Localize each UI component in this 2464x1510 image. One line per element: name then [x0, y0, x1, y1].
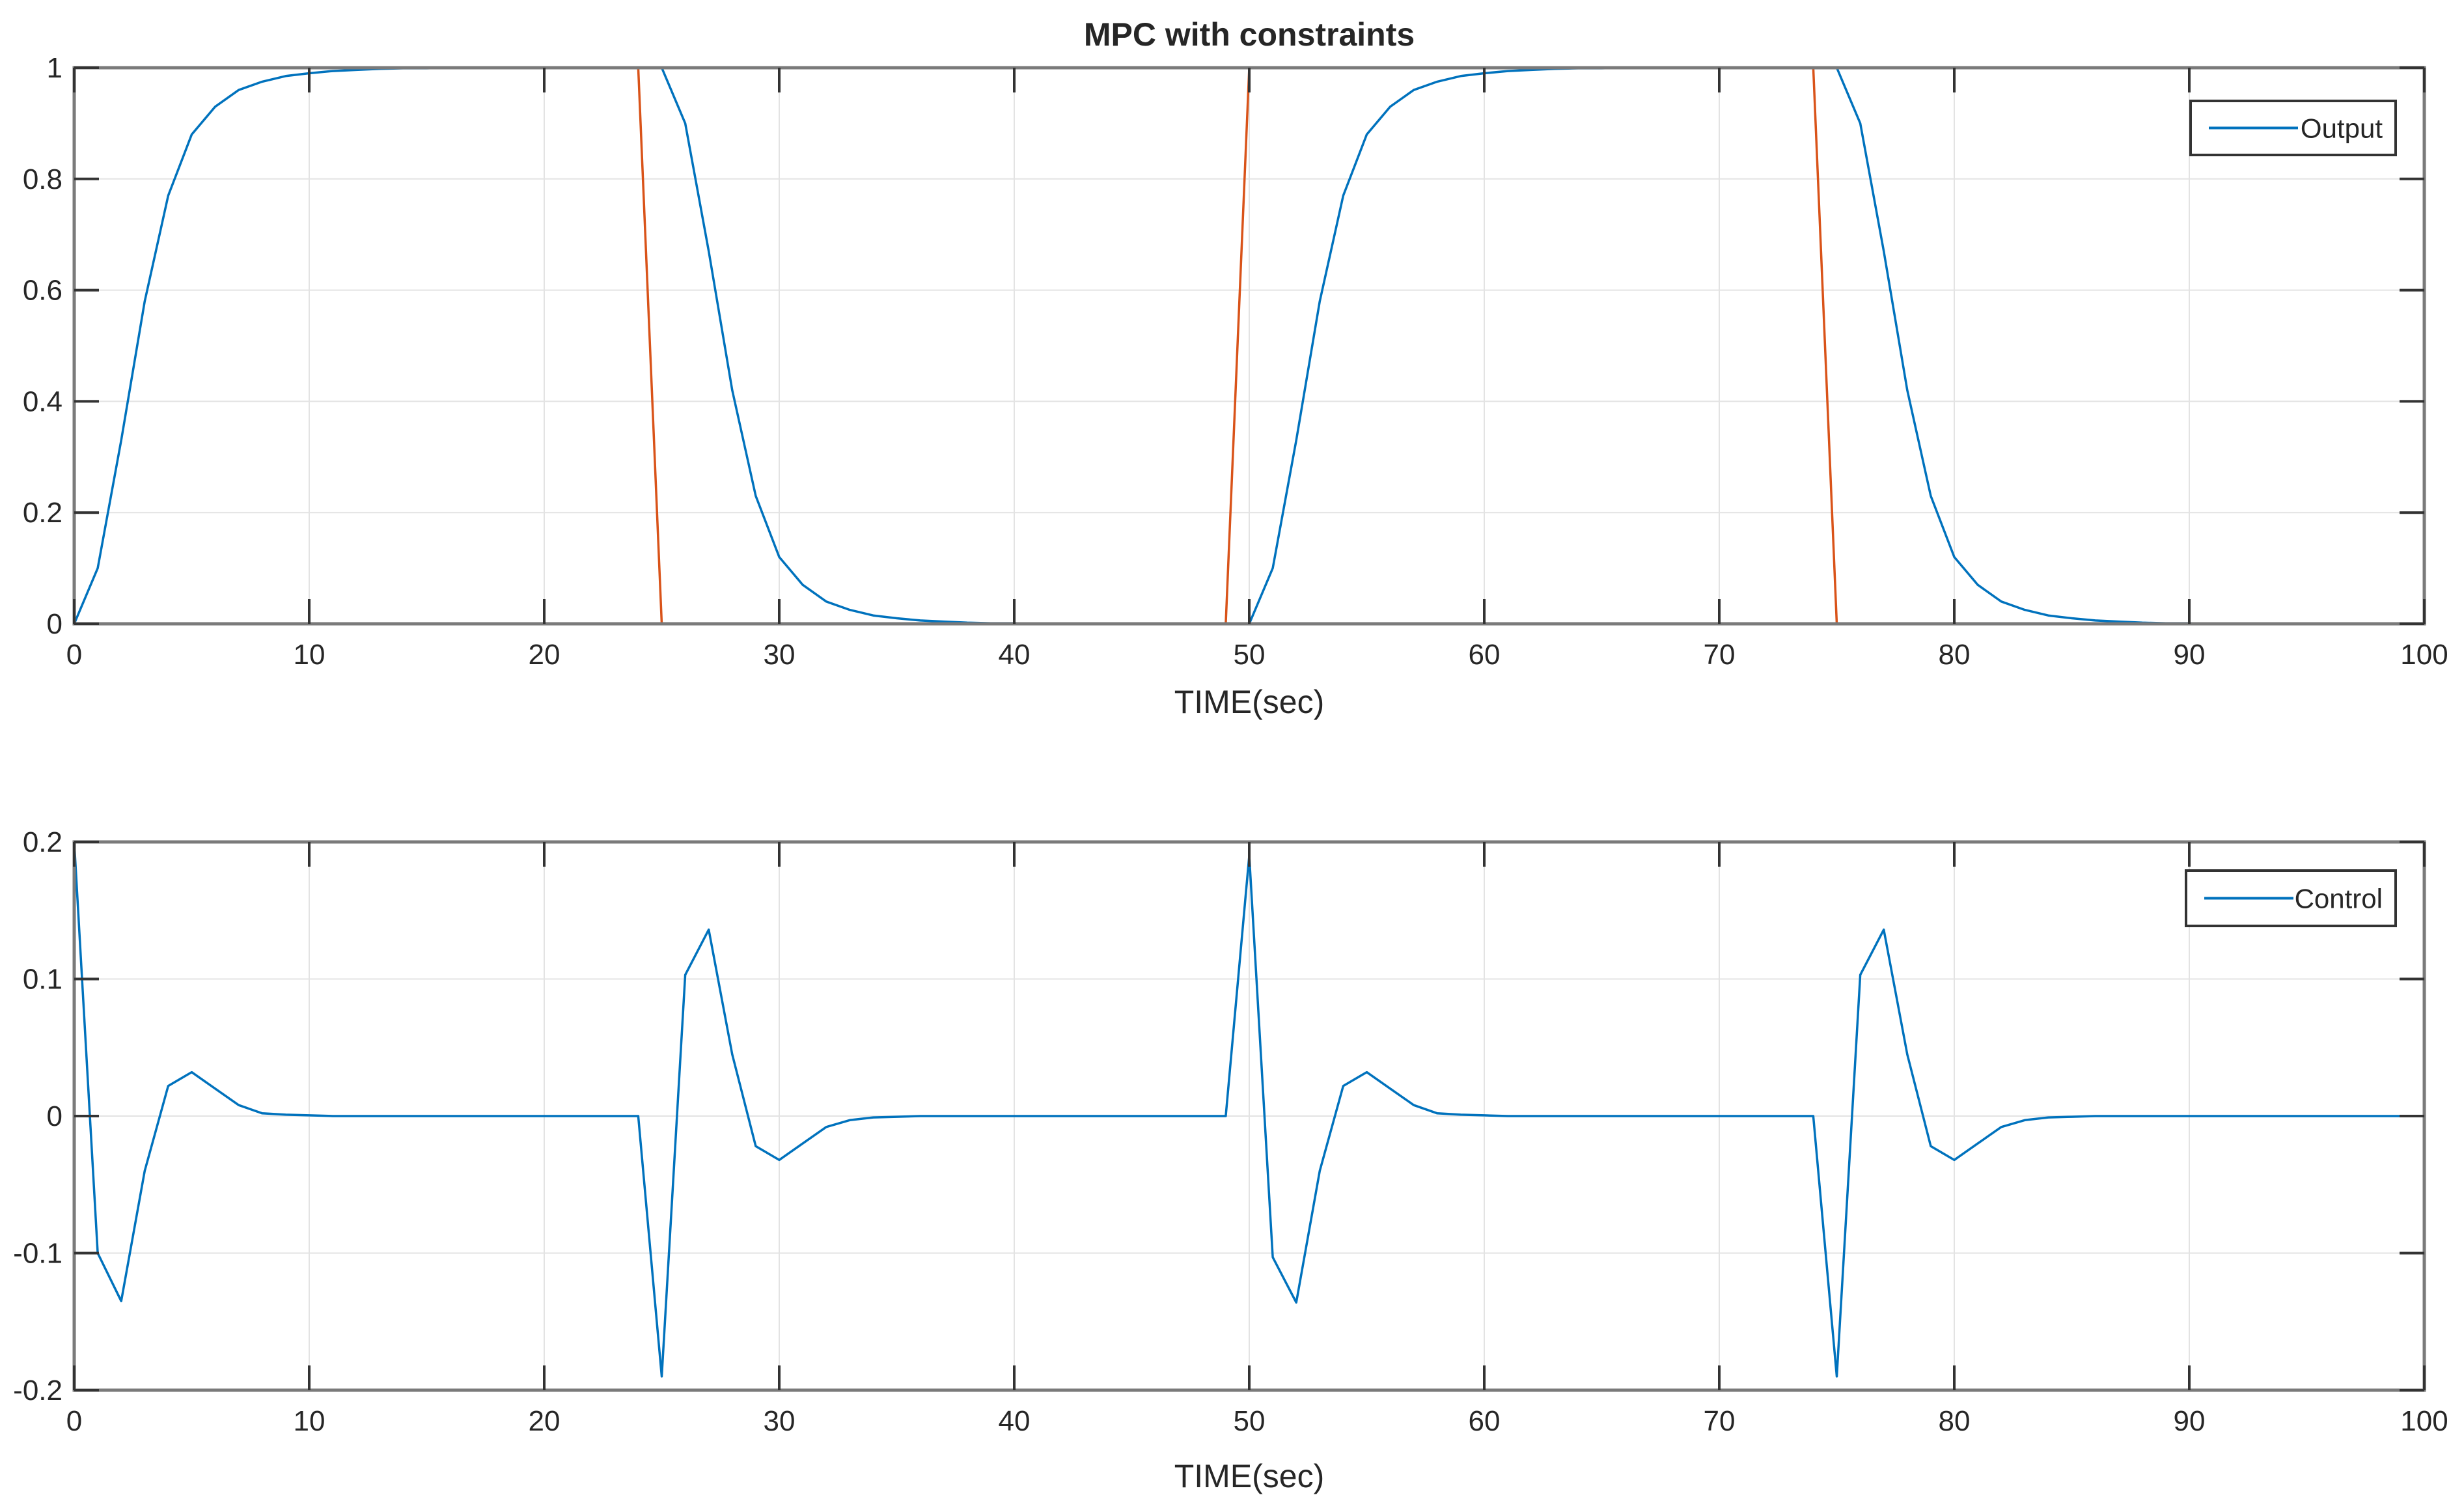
y-tick-label: -0.2: [13, 1375, 62, 1406]
y-tick-label: 0.2: [23, 826, 62, 858]
x-tick-label: 70: [1704, 1405, 1736, 1437]
y-tick-label: 0.1: [23, 964, 62, 996]
axes-2: 0 10 20 30 40 50 60 70 80 90 100 -0.2 -0.1 0 0.1 0.2 TIM…: [13, 826, 2448, 1494]
x-tick-label: 80: [1939, 639, 1971, 671]
y-tick-label: -0.1: [13, 1238, 62, 1270]
x-tick-label: 20: [529, 1405, 561, 1437]
chart-title: MPC with constraints: [1084, 16, 1415, 53]
x-tick-label: 40: [999, 639, 1031, 671]
legend: Output: [2189, 100, 2397, 156]
legend-label: Control: [2295, 884, 2383, 914]
legend: Control: [2185, 869, 2397, 927]
y-tick-label: 0.4: [23, 385, 62, 417]
y-tick-label: 0.2: [23, 497, 62, 529]
x-tick-label: 30: [764, 1405, 796, 1437]
legend-label: Output: [2301, 113, 2383, 144]
y-tick-label: 0: [47, 1100, 62, 1132]
x-tick-label: 60: [1469, 639, 1501, 671]
x-tick-label: 90: [2174, 1405, 2206, 1437]
x-tick-label: 50: [1234, 639, 1266, 671]
x-axis-label: TIME(sec): [1174, 684, 1325, 720]
x-tick-label: 0: [66, 639, 82, 671]
x-tick-label: 100: [2400, 1405, 2448, 1437]
x-axis-label: TIME(sec): [1174, 1458, 1325, 1494]
x-tick-label: 20: [529, 639, 561, 671]
x-tick-label: 40: [999, 1405, 1031, 1437]
y-tick-label: 0.8: [23, 163, 62, 195]
y-tick-label: 0.6: [23, 275, 62, 307]
axes-1: 0 10 20 30 40 50 60 70 80 90 100 0 0.2 0.4 0.6 0.8 1 TIME…: [23, 16, 2448, 720]
x-tick-label: 90: [2174, 639, 2206, 671]
y-tick-label: 1: [47, 52, 62, 84]
y-tick-label: 0: [47, 608, 62, 640]
x-tick-label: 70: [1704, 639, 1736, 671]
x-tick-label: 50: [1234, 1405, 1266, 1437]
x-tick-label: 60: [1469, 1405, 1501, 1437]
x-tick-label: 0: [66, 1405, 82, 1437]
x-tick-label: 30: [764, 639, 796, 671]
x-tick-label: 10: [294, 1405, 325, 1437]
x-tick-label: 80: [1939, 1405, 1971, 1437]
x-tick-label: 100: [2400, 639, 2448, 671]
x-tick-label: 10: [294, 639, 325, 671]
